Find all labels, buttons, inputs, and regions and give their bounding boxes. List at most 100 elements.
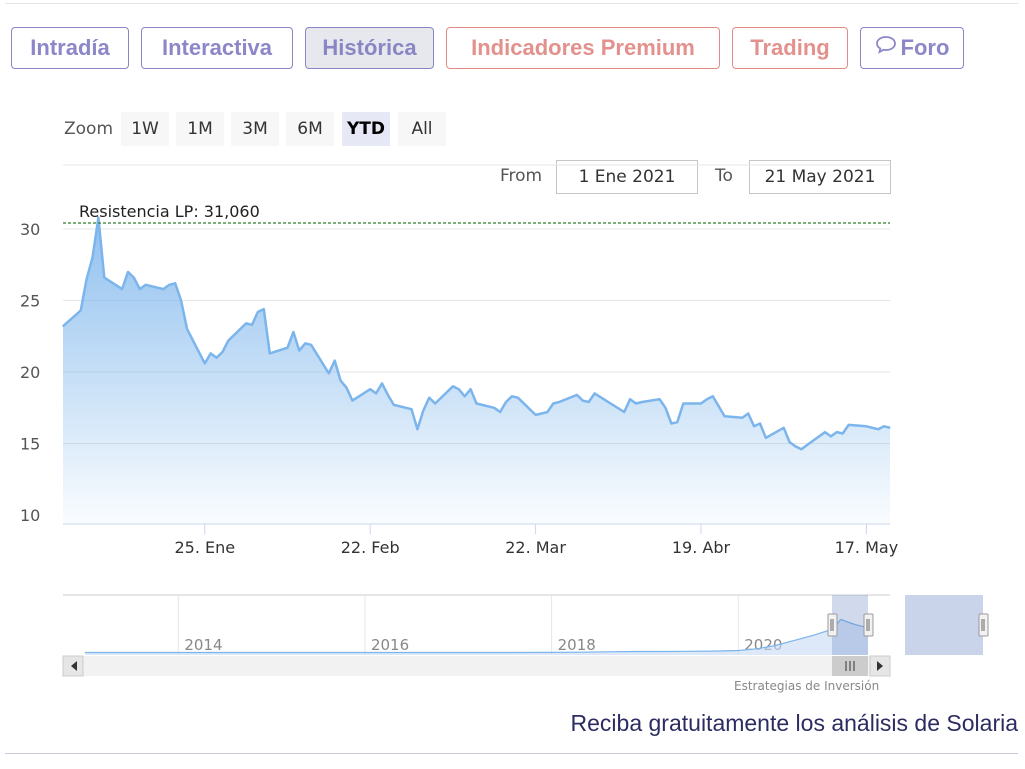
price-point [381,382,383,384]
navigator-tick-label: 2018 [558,636,596,654]
price-point [97,217,99,219]
price-point [334,360,336,362]
price-point [428,397,430,399]
price-point [824,431,826,433]
zoom-1w-button[interactable]: 1W [121,112,169,146]
price-point [865,425,868,427]
tab-trading[interactable]: Trading [732,27,848,69]
price-point [351,400,353,402]
range-from-label: From [500,166,543,186]
price-point [794,445,797,447]
navigator-line [85,618,869,654]
tab-interactiva[interactable]: Interactiva [141,27,293,69]
chevron-left-icon [71,661,77,671]
tab-intradia-label: Intradía [30,35,110,60]
price-point [121,288,123,290]
price-point [458,388,460,390]
price-point [375,392,377,394]
price-point [133,277,135,279]
price-point [86,278,88,280]
resistance-label: Resistencia LP: 31,060 [79,202,260,221]
price-point [186,328,188,330]
navigator-area [85,619,868,655]
price-point [62,325,64,327]
cta-link[interactable]: Reciba gratuitamente los análisis de Sol… [570,710,1018,736]
price-point [216,357,218,359]
price-point [257,311,259,313]
price-point [145,284,147,286]
price-point [304,342,306,344]
price-point [724,415,726,417]
stock-chart: 10 15 20 25 30 25. Ene 22. Feb 22. Mar 19. Abr 17… [20,164,989,677]
price-point [783,427,785,429]
tab-indicadores-premium-label: Indicadores Premium [471,35,695,60]
tab-foro-label: Foro [900,35,950,60]
price-point [475,402,478,405]
navigator-selection [832,595,868,655]
tab-indicadores-premium[interactable]: Indicadores Premium [446,27,720,69]
zoom-all-button[interactable]: All [398,112,446,146]
tab-interactiva-label: Interactiva [161,35,273,60]
price-point [540,412,543,415]
price-point [180,299,182,302]
price-point [629,398,631,400]
zoom-1m-button[interactable]: 1M [176,112,224,146]
price-point [582,400,584,402]
price-point [470,388,472,390]
price-point [670,422,673,425]
price-point [511,395,513,397]
price-point [765,437,767,439]
zoom-6m-button[interactable]: 6M [286,112,334,146]
price-point [552,402,554,405]
price-point [753,425,755,427]
price-point [493,407,495,409]
price-point [883,425,885,427]
price-point [594,392,596,394]
chat-bubble-icon [875,35,897,61]
price-point [806,444,808,446]
price-point [836,431,838,433]
tab-intradia[interactable]: Intradía [11,27,129,69]
price-point [635,402,637,405]
price-point [387,394,389,396]
navigator-scrollbar[interactable] [63,656,890,676]
price-point [623,411,625,413]
tab-historica[interactable]: Histórica [305,27,434,69]
zoom-3m-button[interactable]: 3M [231,112,279,146]
price-point [227,339,229,342]
price-point [706,398,708,400]
price-point [741,417,743,419]
price-point [80,309,82,312]
price-point [848,424,850,426]
price-point [588,401,590,403]
price-point [434,402,436,405]
navigator-outside-mask [905,595,983,655]
price-point [789,441,791,443]
price-point [676,421,678,423]
price-point [103,277,105,279]
price-point [641,401,643,403]
y-tick-label: 15 [20,435,40,454]
range-from-input[interactable]: 1 Ene 2021 [556,160,698,194]
price-point [842,432,844,435]
price-point [576,394,578,396]
price-point [393,404,395,406]
price-point [245,322,247,324]
navigator-tick-label: 2014 [184,636,222,654]
price-point [416,428,418,430]
price-point [91,257,94,259]
price-point [800,448,803,450]
tab-foro[interactable]: Foro [860,27,964,69]
range-to-label: To [715,166,733,186]
tab-trading-label: Trading [750,35,830,60]
price-point [263,308,265,310]
price-point [328,372,330,374]
price-point [452,385,454,387]
y-tick-label: 20 [20,363,40,382]
y-tick-label: 25 [20,292,40,311]
x-tick-label: 17. May [835,538,899,557]
zoom-ytd-button[interactable]: YTD [342,112,390,146]
price-point [517,397,519,399]
bottom-divider [5,753,1018,754]
range-to-input[interactable]: 21 May 2021 [749,160,891,194]
